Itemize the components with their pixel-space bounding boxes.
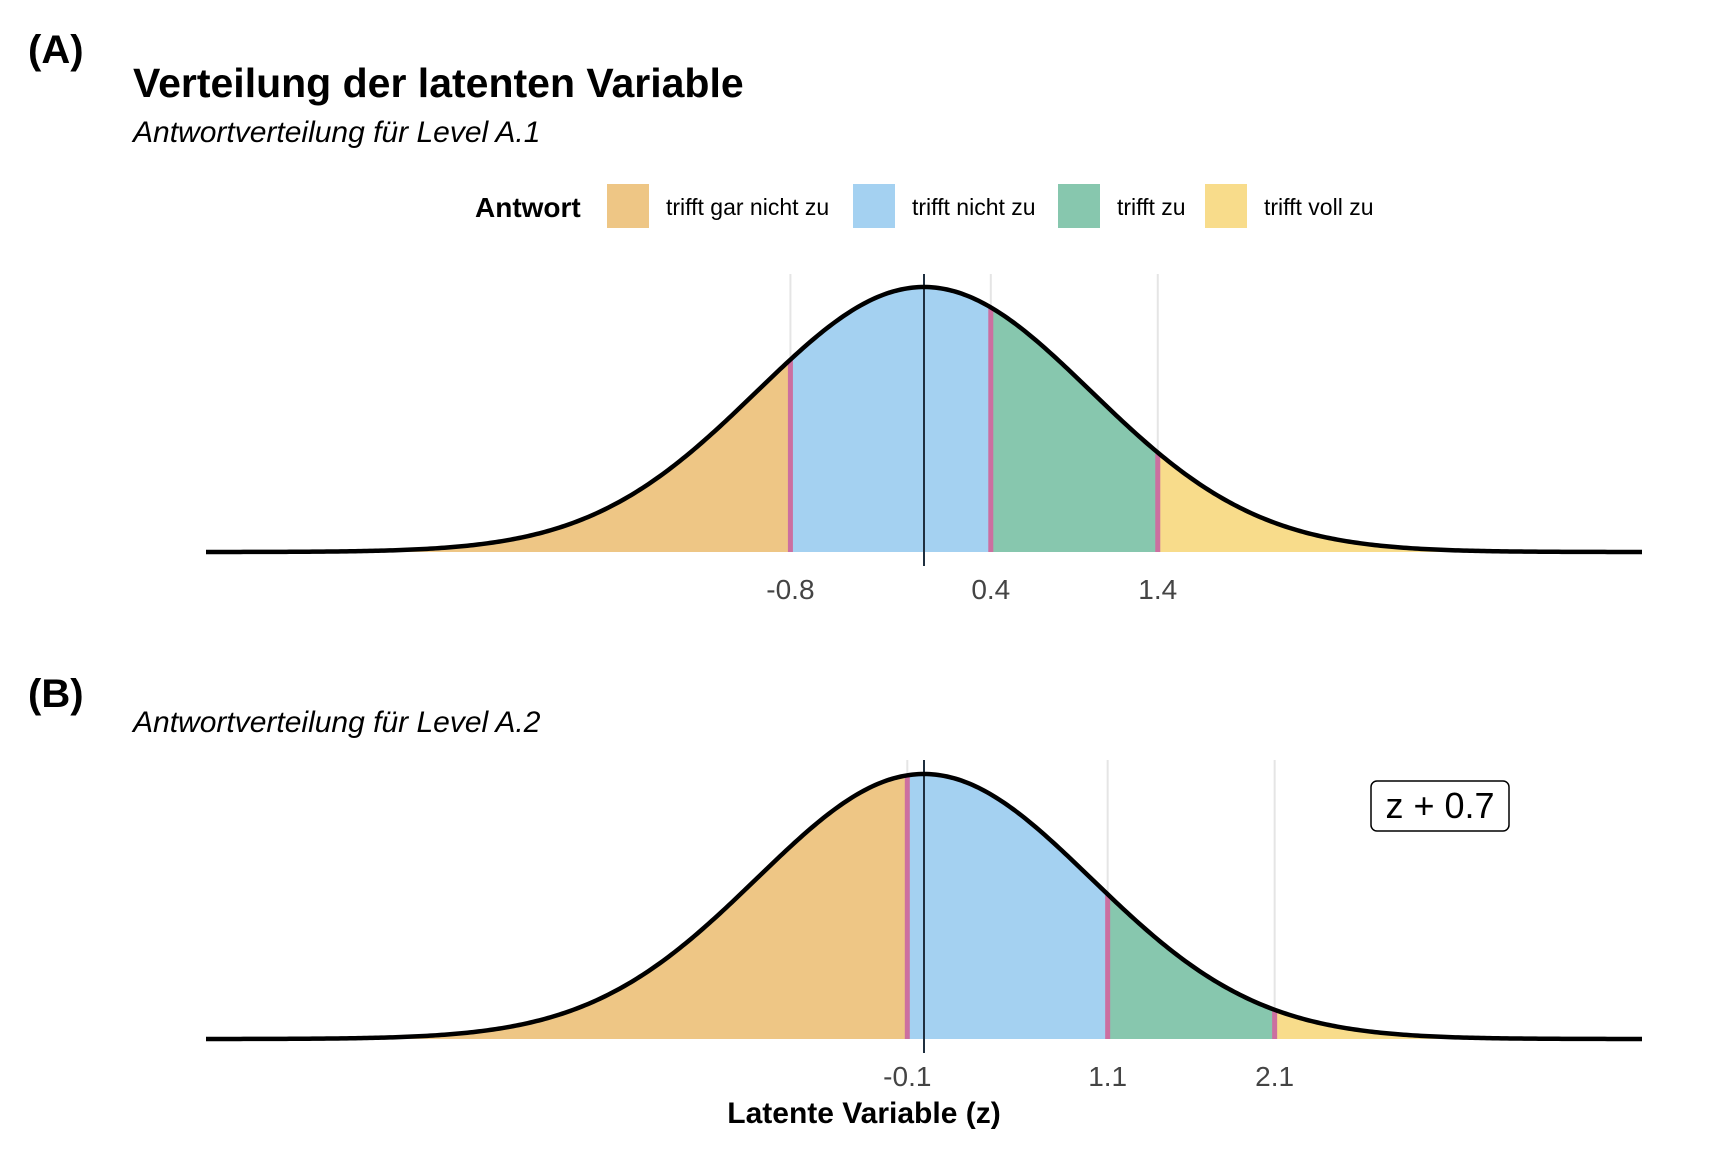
panel-a-tag: (A)	[28, 28, 84, 72]
legend-title: Antwort	[475, 192, 581, 223]
panel-b-chart: -0.1 1.1 2.1 z + 0.7	[206, 760, 1642, 1088]
area-segment-trifft-nicht-zu	[790, 287, 991, 552]
legend-label-trifft-nicht-zu: trifft nicht zu	[912, 194, 1036, 220]
legend-key-trifft-zu	[1058, 184, 1100, 228]
legend-key-trifft-voll-zu	[1205, 184, 1247, 228]
tick-label-3: 1.4	[1138, 574, 1177, 605]
density-curve	[206, 771, 1642, 1042]
tick-label-3: 2.1	[1255, 1061, 1294, 1088]
tick-label-1: -0.8	[766, 574, 814, 605]
legend-label-trifft-zu: trifft zu	[1117, 194, 1186, 220]
tick-label-2: 0.4	[971, 574, 1010, 605]
density-curve	[206, 284, 1642, 555]
panel-a-subtitle: Antwortverteilung für Level A.1	[133, 116, 541, 149]
legend-label-trifft-voll-zu: trifft voll zu	[1264, 194, 1374, 220]
legend-label-trifft-gar-nicht-zu: trifft gar nicht zu	[666, 194, 830, 220]
area-segment-trifft-gar-nicht-zu	[206, 359, 791, 552]
panel-b-tag: (B)	[28, 672, 84, 716]
tick-label-1: -0.1	[883, 1061, 931, 1088]
panel-a-chart: -0.8 0.4 1.4	[206, 274, 1642, 605]
annotation-box: z + 0.7	[1370, 780, 1510, 832]
chart-title: Verteilung der latenten Variable	[133, 60, 744, 106]
area-segment-trifft-zu	[990, 307, 1158, 552]
legend-key-trifft-nicht-zu	[853, 184, 895, 228]
area-segment-trifft-nicht-zu	[907, 774, 1108, 1039]
annotation-text: z + 0.7	[1385, 785, 1494, 826]
panel-b-subtitle: Antwortverteilung für Level A.2	[133, 706, 541, 739]
area-segment-trifft-gar-nicht-zu	[206, 775, 908, 1039]
tick-label-2: 1.1	[1088, 1061, 1127, 1088]
legend: Antwort trifft gar nicht zu trifft nicht…	[0, 184, 1728, 230]
x-axis-label: Latente Variable (z)	[727, 1097, 1001, 1130]
legend-key-trifft-gar-nicht-zu	[607, 184, 649, 228]
area-segment-trifft-voll-zu	[1157, 452, 1642, 552]
